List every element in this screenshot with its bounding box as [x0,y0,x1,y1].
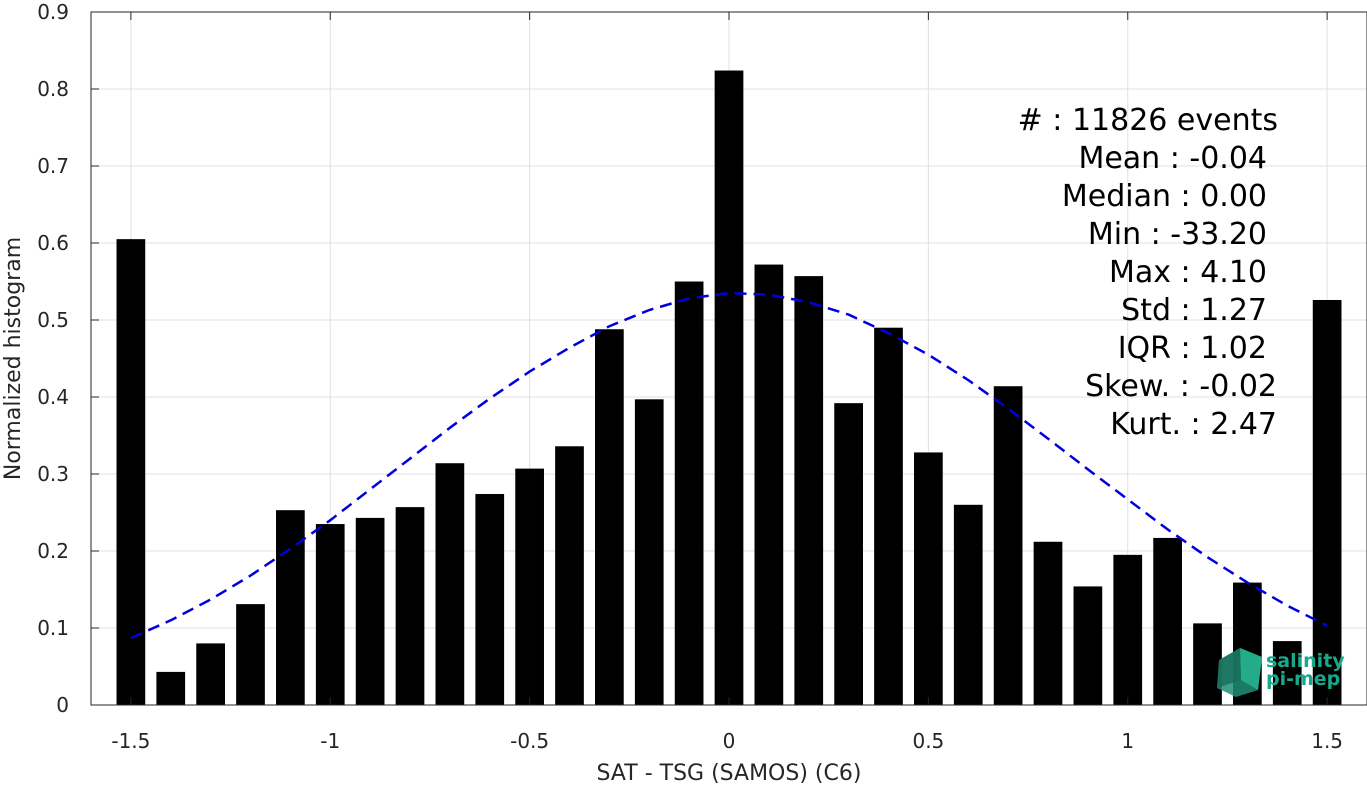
logo-line1: salinity [1266,650,1345,672]
histogram-bar [196,643,225,705]
y-tick-label: 0.2 [37,539,69,563]
histogram-bar [1073,586,1103,705]
stat-line: Min : -33.20 [1088,217,1267,252]
stat-line: # : 11826 events [1018,103,1278,138]
histogram-bar [515,468,544,705]
histogram-bar [236,604,265,705]
y-axis-label: Normalized histogram [1,237,26,480]
histogram-bar [595,329,624,705]
histogram-bar [555,446,584,705]
y-tick-label: 0.1 [37,616,69,640]
x-tick-label: 0.5 [912,729,944,753]
histogram-bar [116,239,146,705]
histogram-bar [874,327,903,705]
histogram-bar [834,403,863,705]
x-tick-label: 0 [723,729,736,753]
gaussian-fit [130,291,1328,640]
x-tick-label: -1 [320,729,340,753]
histogram-bar [1193,623,1222,705]
x-tick-labels: -1.5 -1 -0.5 0 0.5 1 1.5 [111,729,1343,753]
y-tick-label: 0.5 [37,308,69,332]
x-tick-label: -1.5 [111,729,150,753]
histogram-bar [1033,541,1063,705]
y-tick-label: 0.7 [37,154,69,178]
histogram-bar [634,399,664,705]
stat-line: IQR : 1.02 [1118,331,1267,366]
y-tick-label: 0.3 [37,462,69,486]
fit-curve [130,291,1328,640]
histogram-bar [315,524,345,705]
stat-line: Max : 4.10 [1109,255,1267,290]
histogram-bar [993,386,1023,705]
logo-line2: pi-mep [1266,668,1340,690]
x-tick-label: -0.5 [510,729,549,753]
y-tick-label: 0.8 [37,77,69,101]
stat-line: Median : 0.00 [1062,179,1267,214]
logo-cube-icon [1217,648,1262,697]
y-tick-label: 0.6 [37,231,69,255]
y-tick-label: 0 [56,693,69,717]
x-tick-label: 1.5 [1311,729,1343,753]
histogram-bar [475,494,505,705]
stat-line: Std : 1.27 [1121,293,1267,328]
histogram-bar [1113,554,1143,705]
stat-line: Kurt. : 2.47 [1110,407,1277,442]
salinity-pimep-logo: salinity pi-mep [1217,648,1345,697]
histogram-bar [276,510,305,705]
y-tick-labels: 0 0.1 0.2 0.3 0.4 0.5 0.6 0.7 0.8 0.9 [37,0,69,717]
x-tick-label: 1 [1121,729,1134,753]
histogram-bar [395,507,425,705]
y-tick-label: 0.4 [37,385,69,409]
stat-line: Mean : -0.04 [1078,141,1267,176]
histogram-bar [953,504,983,705]
histogram-bar [435,463,465,705]
histogram-bar [1272,641,1302,705]
histogram-bar [156,671,186,705]
histogram-bar [1312,299,1342,705]
histogram-bar [674,281,704,705]
histogram-bar [1153,537,1182,705]
stat-line: Skew. : -0.02 [1085,369,1277,404]
histogram-bar [355,517,385,705]
histogram-bars [116,70,1342,705]
histogram-bar [754,264,784,705]
histogram-bar [914,452,943,705]
y-tick-label: 0.9 [37,0,69,24]
histogram-bar [714,70,744,705]
x-axis-label: SAT - TSG (SAMOS) (C6) [597,761,862,785]
histogram-bar [794,276,824,705]
axis-ticks [91,11,1328,706]
